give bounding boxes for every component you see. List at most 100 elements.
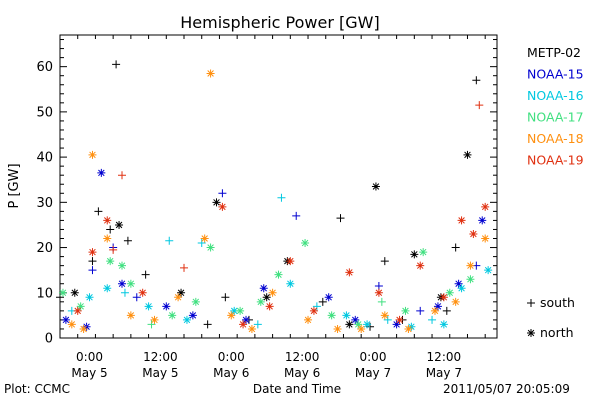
data-point-south	[106, 225, 115, 234]
data-point-north	[88, 248, 97, 257]
plot-frame	[59, 34, 498, 339]
y-axis-label: P [GW]	[7, 163, 22, 208]
data-point-north	[466, 261, 475, 270]
y-tick-label: 10	[36, 286, 53, 301]
data-point-north	[88, 150, 97, 159]
data-point-north	[242, 315, 251, 324]
data-point-north	[484, 266, 493, 275]
data-point-north	[274, 270, 283, 279]
data-point-north	[67, 320, 76, 329]
data-point-north	[265, 302, 274, 311]
data-point-south	[380, 257, 389, 266]
series-noaa-17	[58, 239, 475, 329]
x-tick-label-time: 0:00	[360, 350, 387, 364]
legend-marker-label: south	[540, 295, 575, 310]
data-point-north	[206, 69, 215, 78]
data-point-south	[218, 189, 227, 198]
data-point-north	[463, 150, 472, 159]
series-noaa-16	[67, 193, 493, 331]
data-point-north	[395, 315, 404, 324]
data-point-north	[371, 182, 380, 191]
y-tick-labels: 0 10 20 30 40 50 60	[36, 60, 53, 346]
data-point-north	[150, 315, 159, 324]
data-point-north	[188, 311, 197, 320]
data-point-north	[354, 320, 363, 329]
legend-entry-metp-02: METP-02	[527, 45, 581, 60]
data-point-south	[374, 281, 383, 290]
data-point-north	[286, 257, 295, 266]
data-point-south	[253, 320, 262, 329]
data-point-south	[475, 101, 484, 110]
data-point-north	[239, 320, 248, 329]
data-point-south	[123, 236, 132, 245]
y-tick-label: 0	[45, 332, 53, 347]
data-point-north	[419, 248, 428, 257]
data-point-south	[165, 236, 174, 245]
data-point-north	[268, 288, 277, 297]
data-point-north	[118, 279, 127, 288]
data-point-north	[247, 324, 256, 333]
data-point-north	[410, 250, 419, 259]
data-point-north	[212, 198, 221, 207]
y-tick-label: 20	[36, 241, 53, 256]
data-point-north	[76, 302, 85, 311]
x-tick-label-time: 12:00	[285, 350, 320, 364]
data-point-south	[318, 297, 327, 306]
data-point-north	[380, 311, 389, 320]
data-point-north	[478, 216, 487, 225]
y-tick-label: 30	[36, 196, 53, 211]
data-point-north	[200, 234, 209, 243]
data-point-north	[351, 315, 360, 324]
x-axis-label: Date and Time	[253, 382, 341, 396]
data-point-north	[469, 229, 478, 238]
series-noaa-15	[61, 168, 487, 331]
data-point-north	[126, 311, 135, 320]
data-point-north	[301, 239, 310, 248]
data-point-north	[85, 293, 94, 302]
y-tick-label: 40	[36, 151, 53, 166]
data-point-north	[191, 297, 200, 306]
data-point-north	[182, 315, 191, 324]
data-point-north	[262, 293, 271, 302]
data-point-south	[451, 243, 460, 252]
data-point-south	[221, 293, 230, 302]
data-point-north	[481, 202, 490, 211]
legend-entry-noaa-17: NOAA-17	[527, 110, 584, 125]
data-point-south	[527, 299, 535, 307]
data-point-north	[61, 315, 70, 324]
data-point-south	[442, 306, 451, 315]
data-point-north	[345, 268, 354, 277]
x-tick-label-date: May 6	[284, 366, 320, 380]
data-point-north	[162, 302, 171, 311]
data-point-north	[457, 284, 466, 293]
data-point-north	[218, 202, 227, 211]
data-point-north	[466, 275, 475, 284]
data-point-north	[103, 234, 112, 243]
data-point-south	[336, 214, 345, 223]
data-point-north	[118, 261, 127, 270]
data-point-north	[357, 324, 366, 333]
data-point-north	[168, 311, 177, 320]
data-point-north	[374, 288, 383, 297]
chart-title: Hemispheric Power [GW]	[180, 13, 379, 32]
footer-plot-credit: Plot: CCMC	[4, 382, 70, 396]
data-point-south	[416, 306, 425, 315]
data-point-north	[206, 243, 215, 252]
x-tick-label-date: May 7	[426, 366, 462, 380]
data-point-north	[70, 288, 79, 297]
data-point-north	[324, 293, 333, 302]
data-point-south	[472, 76, 481, 85]
data-point-north	[363, 320, 372, 329]
x-tick-label-date: May 5	[142, 366, 178, 380]
legend-marker-north: north	[527, 325, 574, 340]
data-point-south	[147, 320, 156, 329]
data-point-south	[112, 60, 121, 69]
data-point-north	[439, 320, 448, 329]
data-point-north	[342, 311, 351, 320]
data-point-north	[106, 257, 115, 266]
data-point-north	[58, 288, 67, 297]
series-noaa-19	[73, 101, 490, 329]
data-point-north	[439, 293, 448, 302]
data-point-south	[180, 263, 189, 272]
